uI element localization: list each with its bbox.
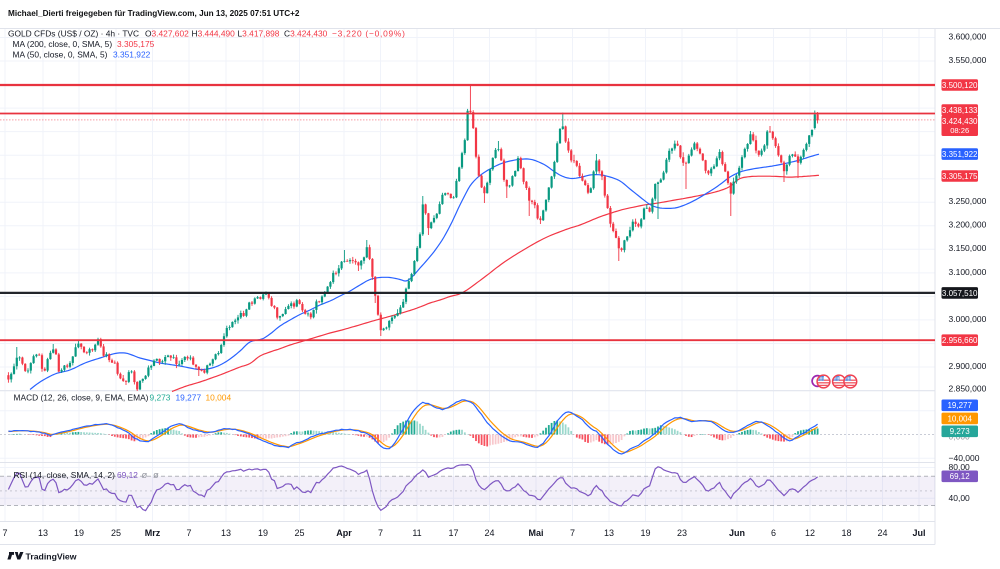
svg-text:25: 25: [294, 528, 304, 538]
svg-text:2.956,660: 2.956,660: [942, 336, 978, 345]
svg-text:7: 7: [186, 528, 191, 538]
svg-text:23: 23: [677, 528, 687, 538]
svg-text:3.600,000: 3.600,000: [949, 32, 987, 42]
svg-text:7: 7: [378, 528, 383, 538]
svg-text:11: 11: [412, 528, 421, 538]
svg-text:GOLD CFDs (US$ / OZ) · 4h · TV: GOLD CFDs (US$ / OZ) · 4h · TVC O3.427,60…: [8, 29, 406, 39]
svg-text:13: 13: [221, 528, 231, 538]
svg-text:12: 12: [805, 528, 815, 538]
svg-text:7: 7: [570, 528, 575, 538]
svg-text:17: 17: [448, 528, 458, 538]
svg-text:13: 13: [604, 528, 614, 538]
svg-text:19,277: 19,277: [947, 401, 972, 410]
svg-text:2.900,000: 2.900,000: [949, 361, 987, 371]
svg-text:MA (200, close, 0, SMA, 5)3.30: MA (200, close, 0, SMA, 5) 3.305,175: [13, 39, 155, 49]
svg-text:19: 19: [640, 528, 650, 538]
svg-text:6: 6: [771, 528, 776, 538]
svg-text:MACD (12, 26, close, 9, EMA, E: MACD (12, 26, close, 9, EMA, EMA)9,273 19…: [14, 393, 232, 403]
svg-text:18: 18: [841, 528, 851, 538]
svg-text:2.850,000: 2.850,000: [949, 384, 987, 394]
svg-text:24: 24: [877, 528, 887, 538]
svg-text:10,004: 10,004: [947, 414, 972, 423]
svg-text:3.550,000: 3.550,000: [949, 55, 987, 65]
svg-text:69,12: 69,12: [950, 472, 971, 481]
svg-text:3.351,922: 3.351,922: [942, 150, 978, 159]
svg-text:3.000,000: 3.000,000: [949, 314, 987, 324]
svg-text:TradingView: TradingView: [26, 551, 77, 561]
svg-text:3.500,120: 3.500,120: [942, 81, 978, 90]
svg-text:Michael_Dierti freigegeben für: Michael_Dierti freigegeben für TradingVi…: [8, 9, 300, 18]
svg-text:3.305,175: 3.305,175: [942, 172, 978, 181]
svg-text:Mrz: Mrz: [145, 528, 161, 538]
svg-text:25: 25: [111, 528, 121, 538]
svg-text:Apr: Apr: [336, 528, 352, 538]
svg-text:19: 19: [74, 528, 84, 538]
svg-text:−40,000: −40,000: [949, 453, 980, 463]
svg-text:Jun: Jun: [729, 528, 745, 538]
svg-text:80,00: 80,00: [949, 462, 971, 472]
svg-text:3.100,000: 3.100,000: [949, 267, 987, 277]
svg-text:3.150,000: 3.150,000: [949, 243, 987, 253]
svg-text:3.424,430: 3.424,430: [942, 117, 978, 126]
svg-text:3.057,510: 3.057,510: [942, 289, 978, 298]
svg-text:RSI (14, close, SMA, 14, 2)69,: RSI (14, close, SMA, 14, 2) 69,12 ø ø: [14, 470, 160, 481]
svg-text:Jul: Jul: [912, 528, 925, 538]
svg-text:40,00: 40,00: [949, 493, 971, 503]
svg-text:MA (50, close, 0, SMA, 5)3.351: MA (50, close, 0, SMA, 5) 3.351,922: [13, 50, 151, 60]
svg-text:08:26: 08:26: [950, 126, 969, 135]
svg-text:3.200,000: 3.200,000: [949, 220, 987, 230]
svg-text:3.250,000: 3.250,000: [949, 196, 987, 206]
svg-text:7: 7: [2, 528, 7, 538]
svg-text:9,273: 9,273: [950, 427, 971, 436]
svg-text:3.438,133: 3.438,133: [942, 106, 978, 115]
svg-text:13: 13: [38, 528, 48, 538]
svg-text:Mai: Mai: [528, 528, 543, 538]
svg-text:19: 19: [258, 528, 268, 538]
svg-text:24: 24: [484, 528, 494, 538]
